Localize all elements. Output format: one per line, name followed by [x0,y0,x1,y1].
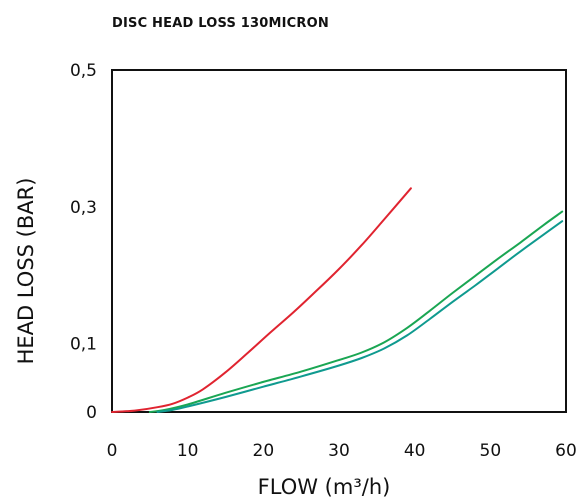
x-tick-label: 50 [480,441,502,461]
x-tick-label: 40 [404,441,426,461]
y-tick-label: 0 [86,403,97,423]
y-tick-label: 0,1 [70,335,97,355]
series-line-3 [156,220,564,413]
x-axis-label: FLOW (m³/h) [258,475,391,499]
series-line-2 [148,210,564,413]
x-tick-label: 10 [177,441,199,461]
series-line-1 [111,187,412,413]
x-tick-label: 60 [555,441,577,461]
chart-title: DISC HEAD LOSS 130MICRON [112,16,329,31]
y-tick-labels: 0 0,1 0,3 0,5 [70,61,97,423]
y-axis-label: HEAD LOSS (BAR) [14,178,38,365]
x-tick-label: 0 [107,441,118,461]
x-tick-label: 30 [328,441,350,461]
series-lines [111,187,564,413]
plot-frame [111,69,567,413]
x-tick-labels: 0 10 20 30 40 50 60 [107,441,577,461]
y-tick-label: 0,3 [70,198,97,218]
y-tick-label: 0,5 [70,61,97,81]
x-tick-label: 20 [253,441,275,461]
